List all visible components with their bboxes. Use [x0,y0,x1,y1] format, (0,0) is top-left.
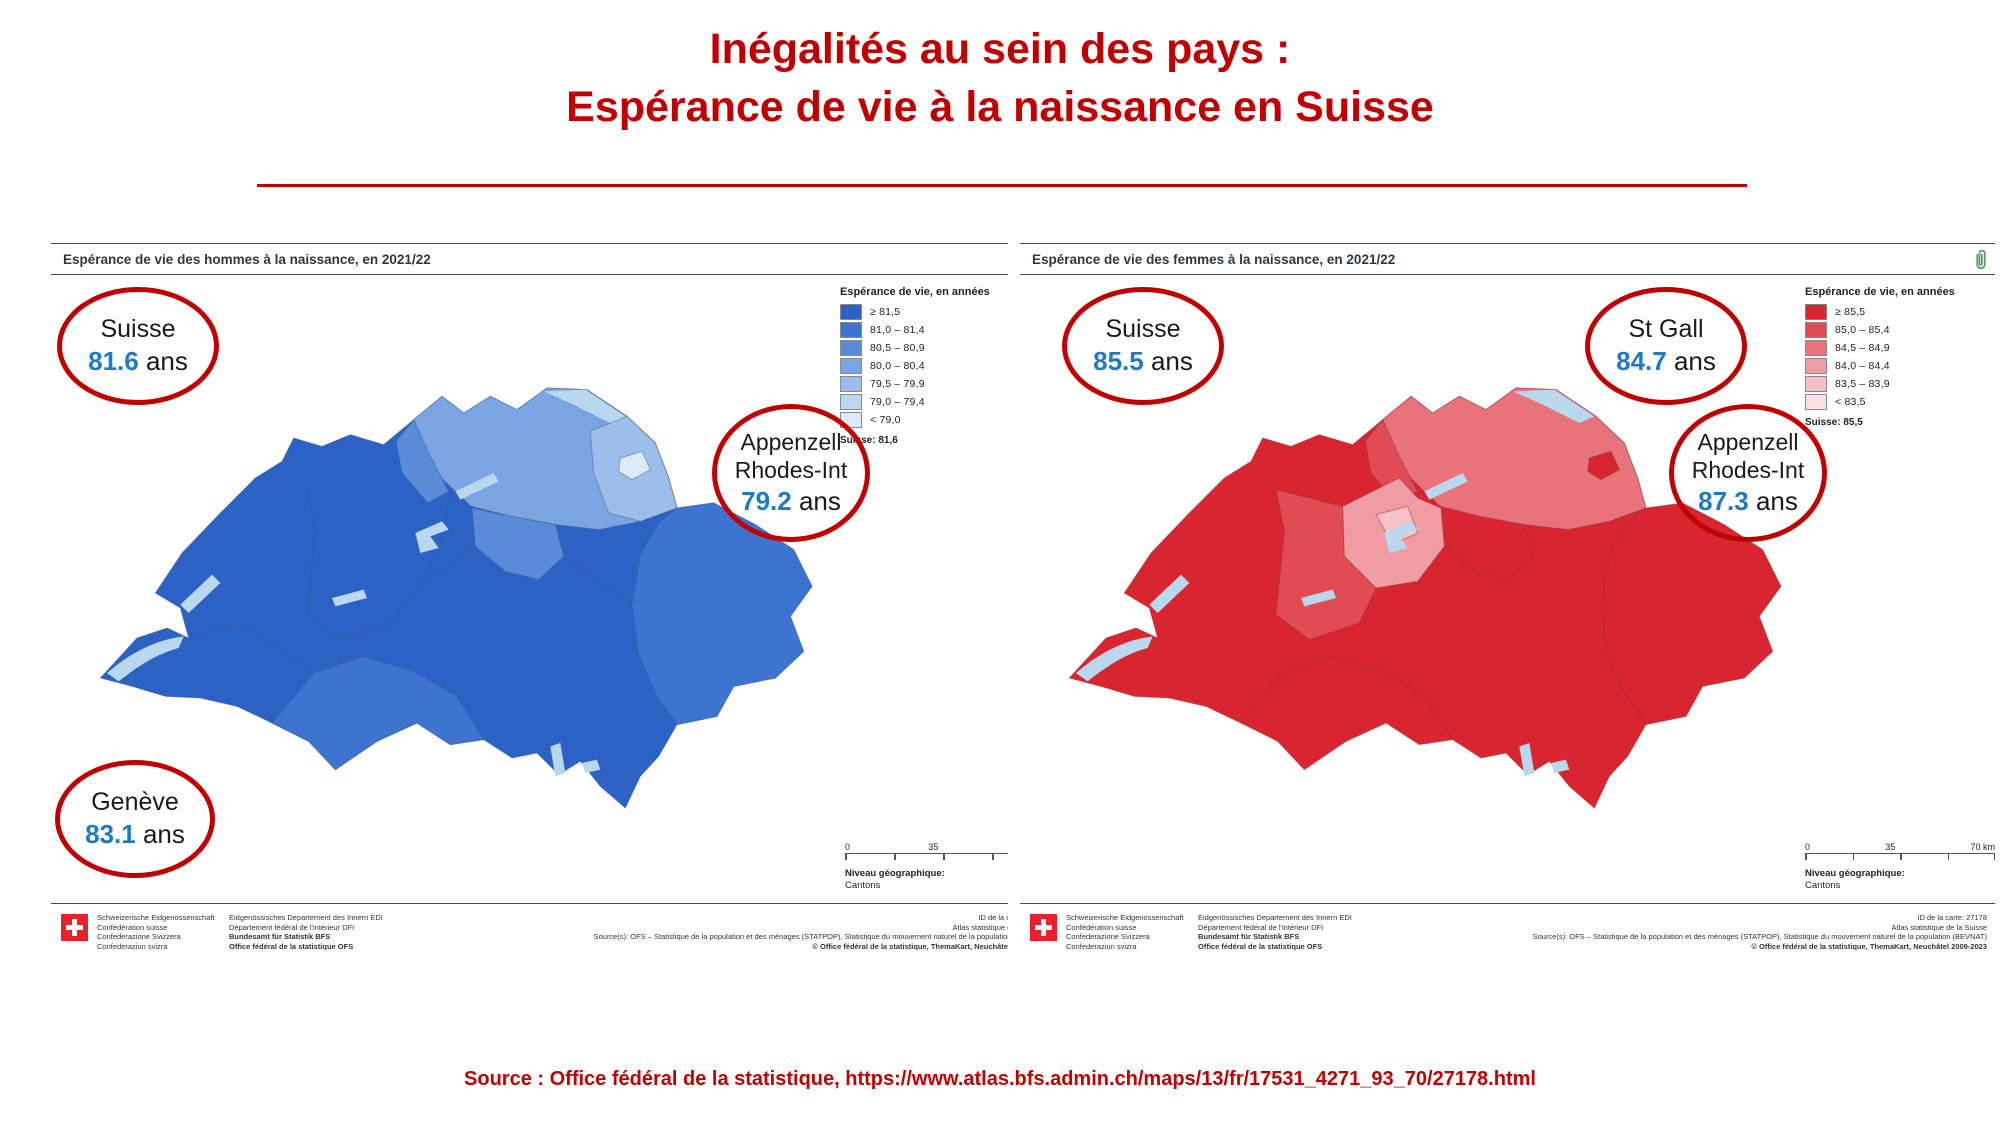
legend-women: Espérance de vie, en années ≥ 85,5 85,0 … [1805,286,1981,428]
slide-title-line2: Espérance de vie à la naissance en Suiss… [566,83,1434,131]
legend-swatch [840,357,862,374]
legend-swatch [840,393,862,410]
geo-level-value: Cantons [1805,880,1841,891]
paperclip-link-icon[interactable] [1972,247,1990,273]
map-header-women: Espérance de vie des femmes à la naissan… [1020,244,1995,275]
switzerland-map-women [1068,387,1782,809]
footer-department: Eidgenössisches Departement des Innern E… [229,913,383,951]
legend-swatch [840,303,862,320]
footer-department: Eidgenössisches Departement des Innern E… [1198,913,1352,951]
geo-level-label: Niveau géographique: [845,868,945,879]
map-panel-men: Espérance de vie des hommes à la naissan… [51,243,1008,957]
scale-bar-women: 0 35 70 km Niveau géographique: Cantons [1805,842,1995,891]
title-underline [257,184,1747,187]
slide-title: Inégalités au sein des pays : Espérance … [0,20,2000,136]
footer-confederation: Schweizerische Eidgenossenschaft Confédér… [97,913,215,951]
legend-swatch [1805,393,1827,410]
slide-title-line1: Inégalités au sein des pays : [709,25,1291,73]
annotation-st-gall-women: St Gall 84.7 ans [1585,287,1747,405]
legend-swatch [1805,303,1827,320]
legend-swatch [840,339,862,356]
legend-swatch [840,321,862,338]
legend-swatch [840,375,862,392]
legend-title: Espérance de vie, en années [1805,286,1955,298]
legend-swatch [1805,339,1827,356]
legend-men: Espérance de vie, en années ≥ 81,5 81,0 … [840,286,1008,446]
geo-level-value: Cantons [845,880,881,891]
map-footer-men: Schweizerische Eidgenossenschaft Confédér… [51,903,1008,957]
map-title-women: Espérance de vie des femmes à la naissan… [1032,252,1396,267]
scale-bar-men: 0 35 70 km Niveau géographique: Cantons [845,842,1008,892]
annotation-appenzell-men: Appenzell Rhodes-Int 79.2 ans [712,404,870,542]
legend-title: Espérance de vie, en années [840,286,990,298]
legend-swatch [1805,321,1827,338]
legend-swatch [1805,357,1827,374]
swiss-flag-logo [61,914,88,941]
map-header-men: Espérance de vie des hommes à la naissan… [51,244,1008,275]
annotation-suisse-men: Suisse 81.6 ans [57,287,219,405]
annotation-appenzell-women: Appenzell Rhodes-Int 87.3 ans [1669,404,1827,542]
swiss-flag-logo [1030,914,1057,941]
annotation-geneve-men: Genève 83.1 ans [55,760,215,878]
footer-confederation: Schweizerische Eidgenossenschaft Confédér… [1066,913,1184,951]
geo-level-label: Niveau géographique: [1805,868,1905,879]
map-footer-women: Schweizerische Eidgenossenschaft Confédér… [1020,903,1995,957]
annotation-suisse-women: Suisse 85.5 ans [1062,287,1224,405]
map-title-men: Espérance de vie des hommes à la naissan… [63,252,431,267]
legend-note: Suisse: 85,5 [1805,417,1863,428]
source-line: Source : Office fédéral de la statistiqu… [464,1068,1536,1090]
legend-swatch [1805,375,1827,392]
switzerland-map-men [99,387,813,809]
legend-note: Suisse: 81,6 [840,435,898,446]
